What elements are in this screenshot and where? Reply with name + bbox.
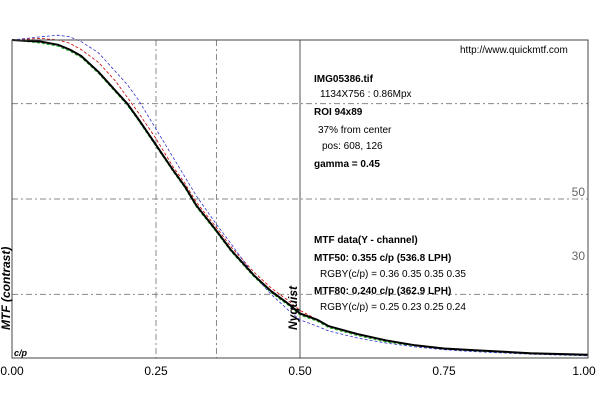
pos-text: pos: 608, 126	[322, 141, 383, 152]
roi-text: ROI 94x89	[314, 107, 363, 118]
x-axis-label: c/p	[14, 348, 28, 358]
series-line-g	[11, 39, 589, 356]
url-text: http://www.quickmtf.com	[460, 45, 568, 56]
mtf-curves	[11, 34, 589, 357]
y-axis-label: MTF (contrast)	[0, 247, 13, 330]
x-tick-label: 0.25	[144, 364, 168, 378]
x-tick-label: 1.00	[572, 364, 596, 378]
series-line-y	[11, 39, 589, 356]
mtf80-text: MTF80: 0.240 c/p (362.9 LPH)	[314, 286, 451, 297]
file-name: IMG05386.tif	[314, 74, 374, 85]
mtf80-rgby-text: RGBY(c/p) = 0.25 0.23 0.25 0.24	[320, 302, 466, 313]
mtf50-rgby-text: RGBY(c/p) = 0.36 0.35 0.35 0.35	[320, 269, 466, 280]
plot-frame	[11, 39, 589, 359]
nyquist-label: Nyquist	[286, 285, 300, 330]
ref-label-30: 30	[572, 249, 586, 263]
gamma-text: gamma = 0.45	[314, 159, 380, 170]
mtf-header: MTF data(Y - channel)	[314, 235, 418, 246]
mtf50-text: MTF50: 0.355 c/p (536.8 LPH)	[314, 253, 451, 264]
x-tick-label: 0.50	[288, 364, 312, 378]
ref-label-50: 50	[572, 185, 586, 199]
x-tick-label: 0.00	[0, 364, 24, 378]
resolution-text: 1134X756 : 0.86Mpx	[320, 89, 412, 100]
position-pct-text: 37% from center	[318, 125, 392, 136]
grid-lines	[12, 40, 588, 358]
series-line-b	[11, 34, 589, 357]
x-tick-label: 0.75	[432, 364, 456, 378]
